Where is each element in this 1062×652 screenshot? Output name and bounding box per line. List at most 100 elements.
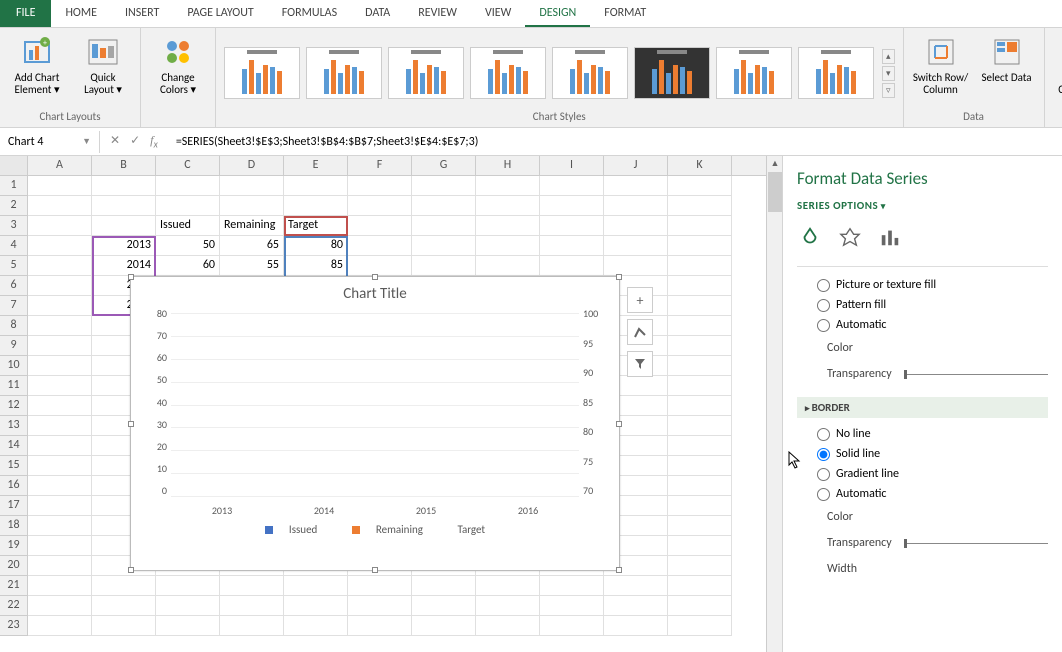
row-header[interactable]: 20 [0, 556, 28, 576]
row-header[interactable]: 13 [0, 416, 28, 436]
accept-formula-icon[interactable]: ✓ [130, 133, 140, 150]
fx-icon[interactable]: fx [150, 133, 158, 150]
chart-style-8[interactable] [798, 47, 874, 99]
cell-c5[interactable]: 60 [156, 256, 220, 276]
name-box-dropdown-icon[interactable]: ▼ [82, 136, 91, 147]
col-header-h[interactable]: H [476, 156, 540, 175]
row-header[interactable]: 7 [0, 296, 28, 316]
col-header-a[interactable]: A [28, 156, 92, 175]
switch-row-column-button[interactable]: Switch Row/Column [912, 32, 970, 96]
col-header-f[interactable]: F [348, 156, 412, 175]
col-header-d[interactable]: D [220, 156, 284, 175]
change-colors-button[interactable]: ChangeColors ▾ [149, 32, 207, 96]
chart-elements-button[interactable]: + [627, 287, 653, 313]
chart-style-1[interactable] [224, 47, 300, 99]
fill-color-row[interactable]: Color [797, 335, 1048, 361]
col-header-e[interactable]: E [284, 156, 348, 175]
embedded-chart[interactable]: Chart Title 80706050403020100 1009590858… [130, 276, 620, 571]
row-header[interactable]: 15 [0, 456, 28, 476]
tab-home[interactable]: HOME [51, 0, 111, 27]
chart-legend[interactable]: Issued Remaining Target [131, 517, 619, 542]
row-header[interactable]: 8 [0, 316, 28, 336]
fill-transparency-row[interactable]: Transparency [797, 361, 1048, 387]
fill-line-icon[interactable] [797, 224, 823, 250]
cell-e5[interactable]: 85 [284, 256, 348, 276]
chart-title[interactable]: Chart Title [131, 277, 619, 307]
chart-style-3[interactable] [388, 47, 464, 99]
chart-styles-button[interactable] [627, 319, 653, 345]
tab-design[interactable]: DESIGN [525, 0, 590, 27]
row-header[interactable]: 21 [0, 576, 28, 596]
chart-style-7[interactable] [716, 47, 792, 99]
styles-scroll-up[interactable]: ▴ [882, 49, 895, 64]
border-width-row[interactable]: Width [797, 556, 1048, 582]
border-option-gradient[interactable]: Gradient line [797, 464, 1048, 484]
chart-plot-area[interactable]: 80706050403020100 100959085807570 201320… [171, 307, 579, 517]
row-header[interactable]: 22 [0, 596, 28, 616]
border-color-row[interactable]: Color [797, 504, 1048, 530]
cell-b4[interactable]: 2013 [92, 236, 156, 256]
cell-c4[interactable]: 50 [156, 236, 220, 256]
fill-option-pattern[interactable]: Pattern fill [797, 295, 1048, 315]
row-header[interactable]: 2 [0, 196, 28, 216]
row-header[interactable]: 10 [0, 356, 28, 376]
row-header[interactable]: 23 [0, 616, 28, 636]
tab-review[interactable]: REVIEW [404, 0, 471, 27]
cell-d4[interactable]: 65 [220, 236, 284, 256]
tab-format[interactable]: FORMAT [590, 0, 660, 27]
tab-view[interactable]: VIEW [471, 0, 525, 27]
tab-formulas[interactable]: FORMULAS [268, 0, 351, 27]
row-header[interactable]: 1 [0, 176, 28, 196]
row-header[interactable]: 16 [0, 476, 28, 496]
col-header-j[interactable]: J [604, 156, 668, 175]
border-section-header[interactable]: BORDER [797, 397, 1048, 418]
col-header-g[interactable]: G [412, 156, 476, 175]
col-header-i[interactable]: I [540, 156, 604, 175]
row-header[interactable]: 4 [0, 236, 28, 256]
tab-insert[interactable]: INSERT [111, 0, 173, 27]
vertical-scrollbar[interactable]: ▲ [766, 156, 782, 652]
chart-filters-button[interactable] [627, 351, 653, 377]
add-chart-element-button[interactable]: + Add ChartElement ▾ [8, 32, 66, 96]
fill-option-automatic[interactable]: Automatic [797, 315, 1048, 335]
tab-data[interactable]: DATA [351, 0, 404, 27]
row-header[interactable]: 19 [0, 536, 28, 556]
chart-style-2[interactable] [306, 47, 382, 99]
file-tab[interactable]: FILE [0, 0, 51, 27]
border-option-noline[interactable]: No line [797, 424, 1048, 444]
fill-option-picture[interactable]: Picture or texture fill [797, 275, 1048, 295]
border-option-solid[interactable]: Solid line [797, 444, 1048, 464]
select-all-corner[interactable] [0, 156, 28, 175]
col-header-b[interactable]: B [92, 156, 156, 175]
quick-layout-button[interactable]: QuickLayout ▾ [74, 32, 132, 96]
row-header[interactable]: 18 [0, 516, 28, 536]
styles-more[interactable]: ▿ [882, 83, 895, 98]
scroll-up-icon[interactable]: ▲ [767, 156, 783, 172]
effects-icon[interactable] [837, 224, 863, 250]
cell-e3[interactable]: Target [284, 216, 348, 236]
col-header-c[interactable]: C [156, 156, 220, 175]
select-data-button[interactable]: Select Data [978, 32, 1036, 84]
cancel-formula-icon[interactable]: ✕ [110, 133, 120, 150]
cell-d3[interactable]: Remaining [220, 216, 284, 236]
border-option-automatic[interactable]: Automatic [797, 484, 1048, 504]
cell-e4[interactable]: 80 [284, 236, 348, 256]
chart-style-6[interactable] [634, 47, 710, 99]
cell-b5[interactable]: 2014 [92, 256, 156, 276]
styles-scroll-down[interactable]: ▾ [882, 66, 895, 81]
row-header[interactable]: 11 [0, 376, 28, 396]
chart-style-5[interactable] [552, 47, 628, 99]
series-options-icon[interactable] [877, 224, 903, 250]
series-options-dropdown[interactable]: SERIES OPTIONS [797, 199, 1048, 212]
scrollbar-thumb[interactable] [768, 172, 782, 212]
cell-c3[interactable]: Issued [156, 216, 220, 236]
row-header[interactable]: 9 [0, 336, 28, 356]
chart-style-4[interactable] [470, 47, 546, 99]
row-header[interactable]: 3 [0, 216, 28, 236]
row-header[interactable]: 12 [0, 396, 28, 416]
row-header[interactable]: 14 [0, 436, 28, 456]
row-header[interactable]: 17 [0, 496, 28, 516]
cell-d5[interactable]: 55 [220, 256, 284, 276]
name-box[interactable]: Chart 4 ▼ [0, 131, 100, 153]
change-chart-type-button[interactable]: ChanChart ▾ [1053, 32, 1062, 96]
